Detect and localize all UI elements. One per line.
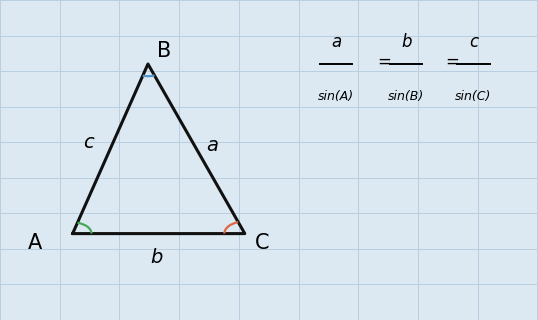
Text: b: b xyxy=(401,33,412,51)
Text: c: c xyxy=(83,133,94,152)
Text: a: a xyxy=(207,136,218,155)
Text: =: = xyxy=(445,52,459,70)
Text: a: a xyxy=(331,33,342,51)
Text: A: A xyxy=(28,233,42,253)
Text: =: = xyxy=(378,52,392,70)
Text: sin(C): sin(C) xyxy=(455,90,492,103)
Text: c: c xyxy=(469,33,478,51)
Text: b: b xyxy=(150,248,162,267)
Text: C: C xyxy=(256,233,270,253)
Text: sin(A): sin(A) xyxy=(318,90,355,103)
Text: B: B xyxy=(157,41,171,61)
Text: sin(B): sin(B) xyxy=(388,90,424,103)
